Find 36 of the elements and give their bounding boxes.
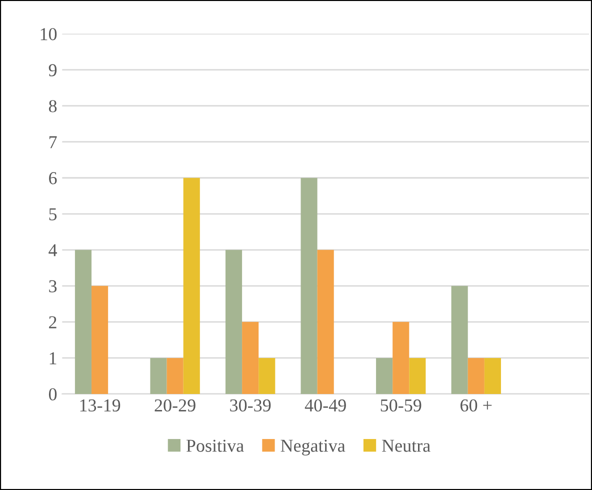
x-tick-label: 50-59 xyxy=(380,399,422,412)
y-tick-label: 4 xyxy=(48,244,58,256)
bar xyxy=(74,250,92,394)
y-tick-label: 8 xyxy=(48,100,57,112)
legend-label: Neutra xyxy=(382,440,430,452)
legend-label: Positiva xyxy=(186,440,244,452)
y-tick-label: 1 xyxy=(50,352,56,364)
y-tick-label: 3 xyxy=(49,280,57,292)
bar xyxy=(317,250,334,394)
bar xyxy=(409,358,426,394)
x-tick-label: 60 + xyxy=(460,399,492,412)
y-tick-label: 9 xyxy=(48,64,57,76)
bar xyxy=(484,358,501,394)
y-tick-label: 0 xyxy=(48,388,57,400)
bar xyxy=(92,286,108,394)
x-tick-label: 30-39 xyxy=(230,399,271,412)
x-tick-label: 13-19 xyxy=(80,399,120,412)
bar xyxy=(183,178,200,394)
y-tick-label: 2 xyxy=(49,316,56,328)
y-tick-label: 10 xyxy=(40,28,57,40)
bar xyxy=(150,358,167,394)
bar xyxy=(392,322,410,394)
bar xyxy=(225,250,242,394)
legend-label: Negativa xyxy=(280,440,346,456)
bar xyxy=(300,178,318,394)
bar xyxy=(166,358,184,394)
bar xyxy=(376,358,393,394)
y-tick-label: 6 xyxy=(49,172,57,184)
x-tick-label: 40-49 xyxy=(304,399,346,412)
bar xyxy=(468,358,484,394)
bar xyxy=(258,358,276,394)
bar xyxy=(451,286,468,394)
x-tick-label: 20-29 xyxy=(154,399,196,412)
y-tick-label: 7 xyxy=(49,136,57,148)
bar xyxy=(242,322,259,394)
y-tick-label: 5 xyxy=(49,208,57,220)
